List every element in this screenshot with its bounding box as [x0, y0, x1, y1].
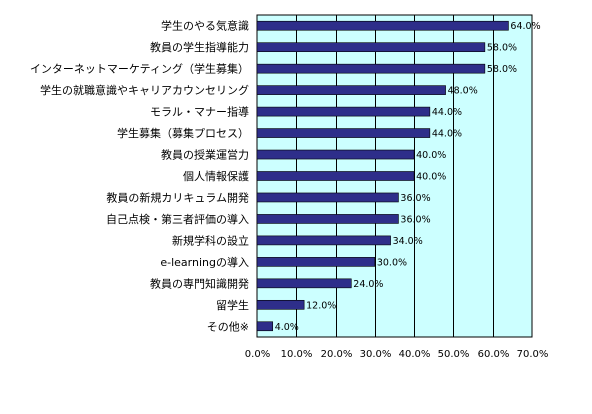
bar [256, 299, 305, 310]
data-label: 36.0% [400, 214, 430, 225]
bar [256, 128, 431, 138]
data-label: 36.0% [400, 193, 430, 204]
bar [256, 106, 431, 117]
bar [256, 321, 274, 332]
data-label: 48.0% [448, 86, 478, 97]
data-label: 34.0% [393, 236, 423, 247]
value-labels: 64.0% 58.0% 58.0% 48.0% 44.0% 44.0% 40.0% 40.0%… [275, 21, 541, 333]
x-tick-label: 50.0% [438, 349, 470, 360]
category-label: 新規学科の設立 [172, 233, 249, 247]
bar [256, 278, 352, 289]
category-label: 教員の学生指導能力 [150, 40, 249, 54]
bar [256, 192, 399, 203]
bar [256, 171, 415, 181]
bar [256, 42, 486, 53]
data-label: 40.0% [416, 172, 446, 183]
bar [256, 257, 376, 267]
category-label: 教員の専門知識開発 [150, 276, 249, 290]
data-label: 4.0% [275, 322, 299, 333]
bar [256, 149, 415, 160]
data-label: 58.0% [487, 64, 517, 75]
x-tick-label: 20.0% [321, 349, 353, 360]
bar [256, 20, 509, 31]
x-tick-label: 30.0% [360, 349, 392, 360]
bar [256, 63, 486, 74]
x-tick-label: 70.0% [517, 349, 549, 360]
bars [256, 20, 509, 332]
category-label: 学生の就職意識やキャリアカウンセリング [40, 83, 249, 97]
category-label: その他※ [207, 320, 249, 333]
data-label: 12.0% [306, 300, 336, 311]
x-tick-label: 10.0% [281, 349, 313, 360]
bar [256, 235, 391, 246]
data-label: 64.0% [510, 21, 540, 32]
category-label: 個人情報保護 [183, 169, 249, 183]
category-label: 留学生 [216, 298, 249, 312]
category-label: インターネットマーケティング（学生募集） [30, 62, 249, 76]
data-label: 58.0% [487, 43, 517, 54]
category-label: 学生のやる気意識 [161, 19, 249, 33]
data-label: 40.0% [416, 150, 446, 161]
bar [256, 85, 446, 95]
category-label: 教員の新規カリキュラム開発 [106, 190, 249, 204]
category-label: e-learningの導入 [160, 255, 249, 269]
data-label: 30.0% [377, 257, 407, 268]
category-label: モラル・マナー指導 [150, 105, 249, 119]
x-tick-label: 60.0% [478, 349, 510, 360]
category-label: 学生募集（募集プロセス） [117, 126, 249, 140]
x-tick-label: 40.0% [399, 349, 431, 360]
data-label: 24.0% [353, 279, 383, 290]
category-label: 教員の授業運営力 [161, 148, 249, 162]
x-axis-tick-labels: 0.0% 10.0% 20.0% 30.0% 40.0% 50.0% 60.0% 70.0% [245, 349, 549, 360]
data-label: 44.0% [432, 107, 462, 118]
bar [256, 214, 399, 224]
x-tick-label: 0.0% [245, 349, 270, 360]
category-label: 自己点検・第三者評価の導入 [106, 212, 249, 226]
data-label: 44.0% [432, 129, 462, 140]
